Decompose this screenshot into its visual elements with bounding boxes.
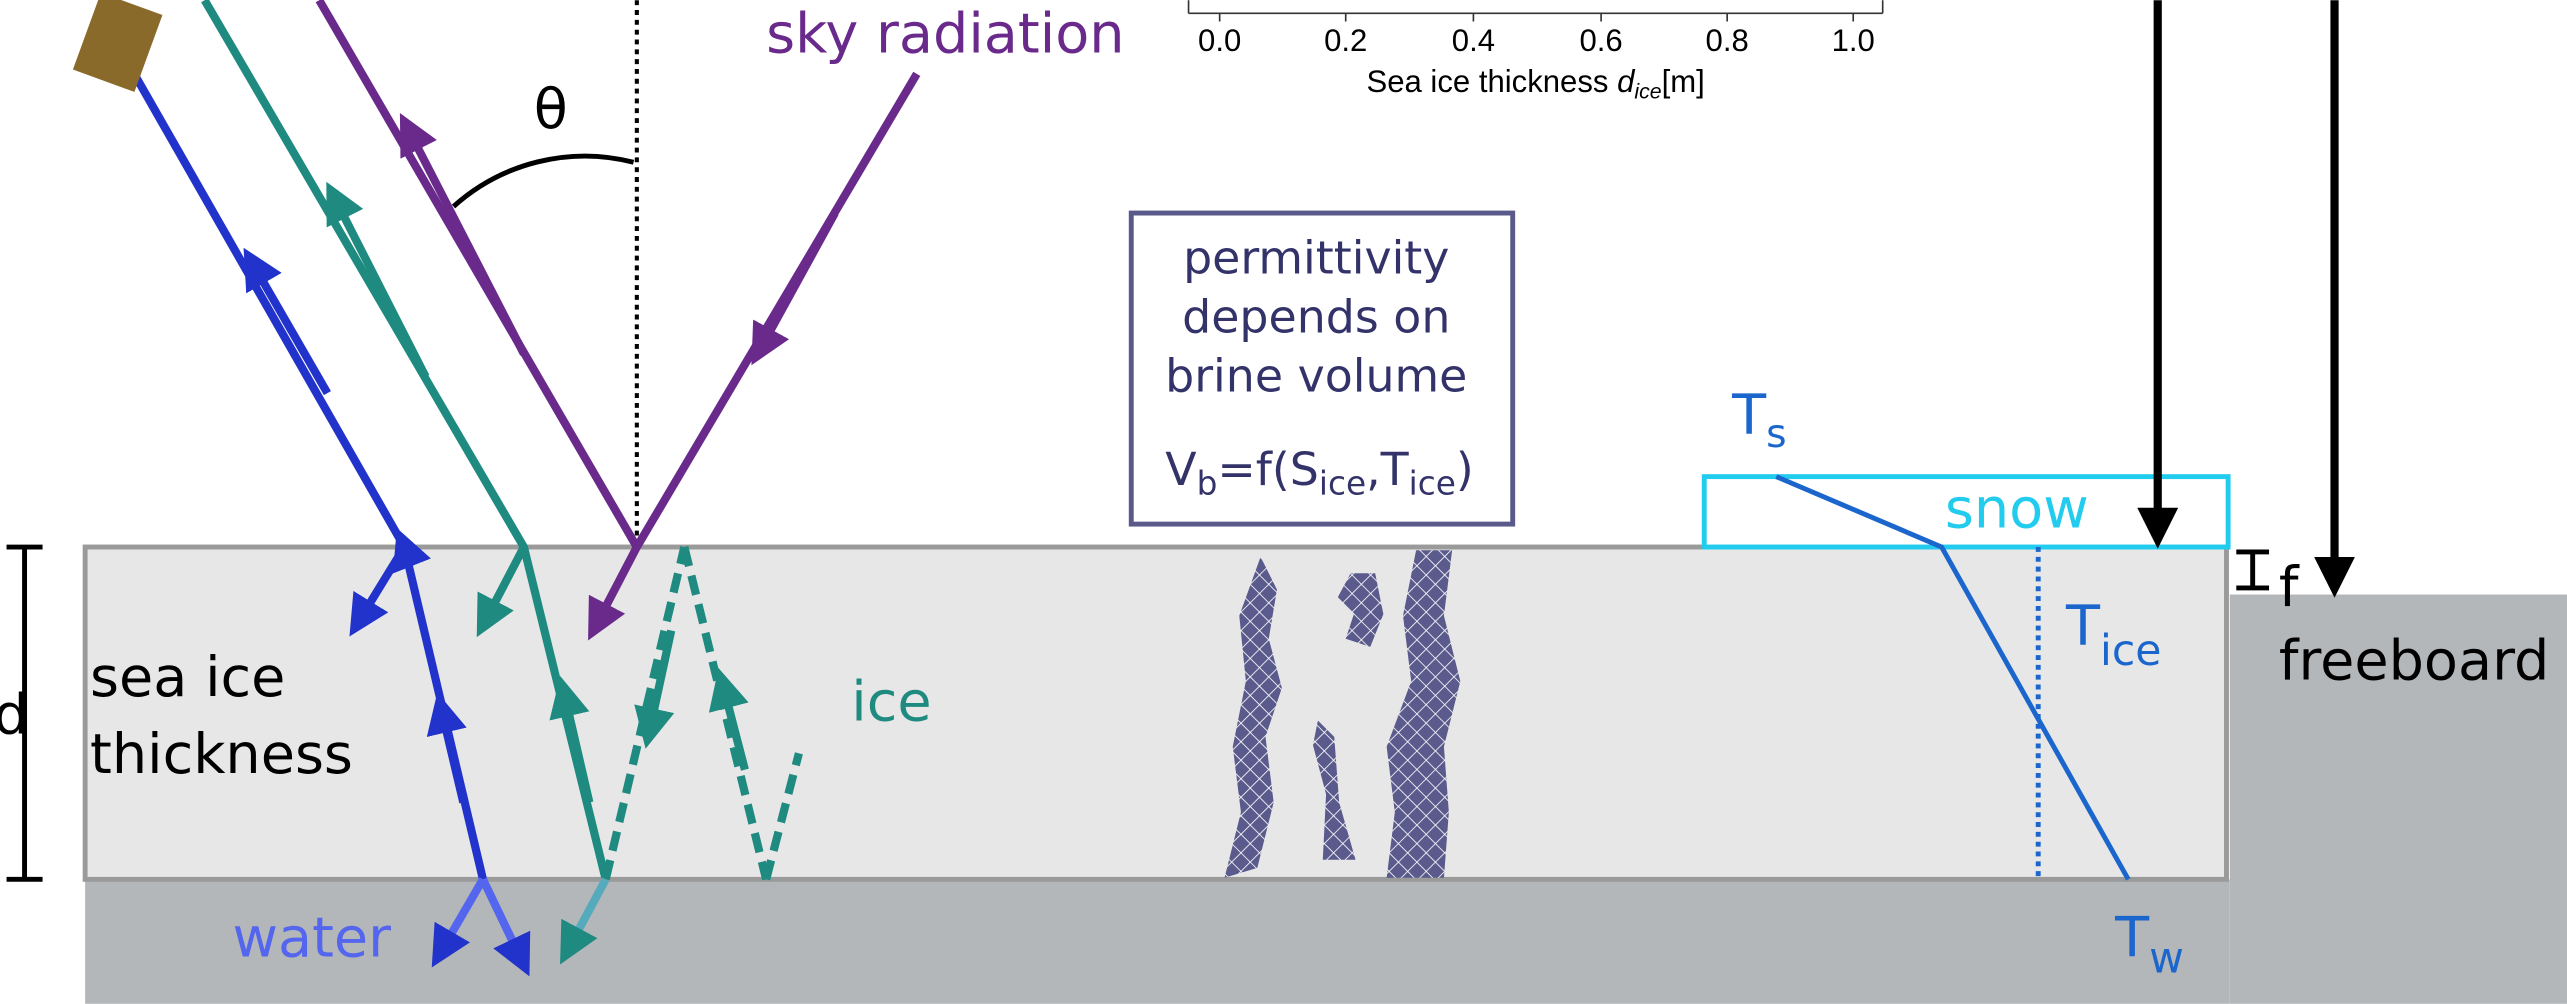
tick-label: 0.2 (1324, 23, 1367, 58)
tice-sub: ice (2100, 626, 2161, 676)
tw-main: T (2114, 905, 2150, 970)
axis-label-unit: [m] (1662, 64, 1705, 99)
axis-label: Sea ice thickness dice[m] (1366, 64, 1704, 104)
tick-label: 0.6 (1579, 23, 1622, 58)
angle-label: θ (534, 77, 568, 142)
axis-label-var: d (1617, 64, 1636, 99)
axis-label-sub: ice (1634, 79, 1661, 103)
box-line: brine volume (1165, 348, 1467, 402)
tick-label: 1.0 (1832, 23, 1875, 58)
f0: V (1165, 442, 1196, 496)
tice-label: Tice (2065, 594, 2161, 676)
box-line: depends on (1182, 290, 1450, 344)
snow-label: snow (1945, 476, 2089, 541)
f4: ,T (1366, 442, 1410, 496)
box-line: permittivity (1183, 231, 1449, 285)
axis-label-text: Sea ice thickness (1366, 64, 1617, 99)
rays (6, 0, 2355, 977)
inset-axis (1187, 0, 1884, 22)
inset-ticks: 0.0 0.2 0.4 0.6 0.8 1.0 Sea ice thicknes… (1198, 23, 1875, 103)
f-label: f (2279, 555, 2300, 620)
ts-label: Ts (1731, 383, 1786, 457)
tice-main: T (2065, 594, 2101, 659)
sky-label: sky radiation (766, 2, 1124, 67)
ts-sub: s (1766, 412, 1786, 457)
tw-sub: w (2149, 934, 2184, 984)
thickness-label: sea ice (90, 645, 285, 710)
info-box (1128, 210, 1516, 527)
labels: sky radiation θ ice water sea ice thickn… (0, 2, 2549, 984)
brine-channels (1224, 550, 1461, 878)
box-text: permittivity depends on brine volume Vb=… (1165, 231, 1474, 503)
box-formula: Vb=f(Sice,Tice) (1165, 442, 1474, 503)
water-label: water (232, 905, 391, 970)
f3: ice (1319, 465, 1366, 503)
tw-label: Tw (2114, 905, 2184, 983)
d-label: d (0, 683, 29, 748)
tick-label: 0.0 (1198, 23, 1241, 58)
f2: =f(S (1217, 442, 1319, 496)
tick-label: 0.4 (1452, 23, 1495, 58)
f1: b (1197, 465, 1218, 503)
tick-label: 0.8 (1706, 23, 1749, 58)
thickness-label: thickness (90, 722, 353, 787)
freeboard-label: freeboard (2279, 629, 2549, 694)
ice-label: ice (851, 670, 931, 735)
f6: ) (1456, 442, 1474, 496)
ts-main: T (1731, 383, 1767, 448)
f5: ice (1409, 465, 1456, 503)
